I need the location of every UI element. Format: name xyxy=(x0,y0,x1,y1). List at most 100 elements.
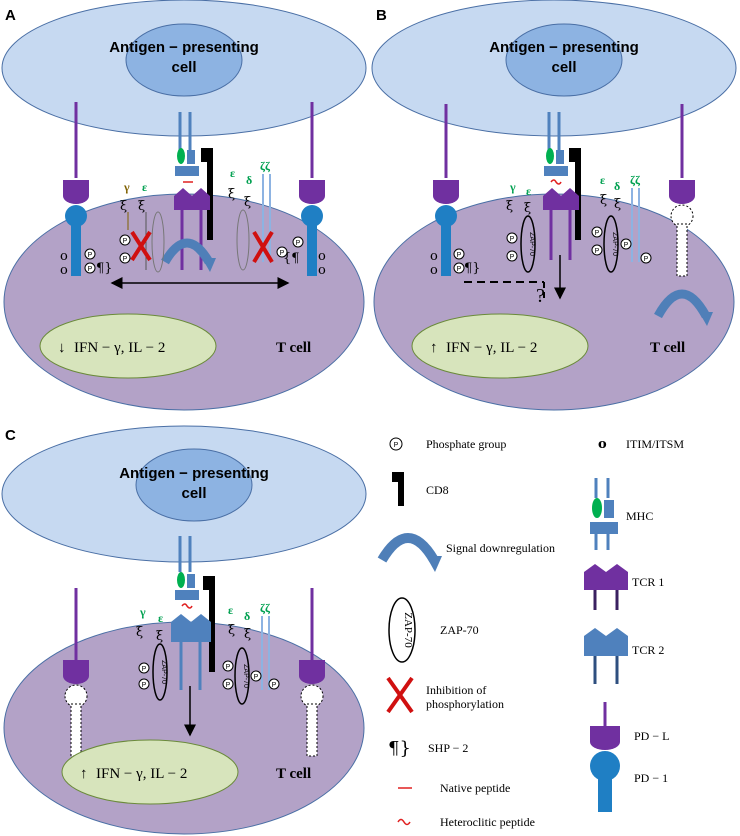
itim-motif: o xyxy=(60,263,68,278)
signal-downregulation-icon xyxy=(161,238,213,265)
zap70-icon xyxy=(151,211,165,273)
phosphate-p: P xyxy=(624,242,629,249)
zap70-label: ZAP-70 xyxy=(528,232,535,256)
t-cell-label: T cell xyxy=(650,340,685,356)
zeta-chain-label: ζζ xyxy=(260,601,271,615)
legend-tcr2: TCR 2 xyxy=(632,643,664,657)
tcr1-icon xyxy=(584,564,628,590)
legend-mhc: MHC xyxy=(626,509,653,523)
phosphate-p: P xyxy=(394,442,399,449)
legend-inhibition-2: phosphorylation xyxy=(426,697,504,711)
pd1-head xyxy=(65,205,87,227)
itim-motif: o xyxy=(318,263,326,278)
apc-title-line1: Antigen − presenting xyxy=(109,39,259,56)
phosphate-p: P xyxy=(457,252,462,259)
epsilon-chain-label: ε xyxy=(158,611,163,625)
phosphate-p: P xyxy=(510,236,515,243)
heteroclitic-peptide xyxy=(550,179,562,185)
epsilon-chain: ξ xyxy=(156,629,163,644)
legend-inhibition-1: Inhibition of xyxy=(426,683,486,697)
phosphate-icon xyxy=(84,248,96,260)
t-cell-nucleus xyxy=(61,739,239,805)
phosphate-p: P xyxy=(280,250,285,257)
panel-a-label: A xyxy=(5,7,16,24)
legend-native: Native peptide xyxy=(440,781,510,795)
gamma-chain-label: γ xyxy=(123,180,130,194)
zap70-icon xyxy=(152,643,168,701)
epsilon-chain-label: ε xyxy=(526,184,531,198)
itim-motif: o xyxy=(598,437,607,452)
phosphate-icon xyxy=(119,234,131,246)
nucleus-arrow: ↑ xyxy=(430,340,438,356)
apc-title-line2: cell xyxy=(551,59,576,76)
nucleus-arrow: ↑ xyxy=(80,766,88,782)
heteroclitic-peptide xyxy=(181,603,193,609)
pd1-icon xyxy=(590,751,620,781)
pdl-head xyxy=(63,660,89,684)
phosphate-p: P xyxy=(142,682,147,689)
gamma-chain-label: γ xyxy=(139,605,146,619)
epsilon-chain-label: ε xyxy=(142,180,147,194)
nucleus-arrow: ↓ xyxy=(58,340,66,356)
phosphate-icon xyxy=(640,252,652,264)
zap70-label: ZAP-70 xyxy=(160,660,167,684)
legend-pdl: PD − L xyxy=(634,729,669,743)
panel-a: A Antigen − presenting cell o o o o P P … xyxy=(1,0,367,411)
inhibition-x-icon xyxy=(252,230,274,264)
legend-shp2: SHP − 2 xyxy=(428,741,468,755)
epsilon-chain-label: ε xyxy=(230,166,235,180)
tcr2-icon xyxy=(584,628,628,656)
phosphate-icon xyxy=(620,238,632,250)
pdl-head xyxy=(299,180,325,204)
epsilon-chain-label: ε xyxy=(228,603,233,617)
legend-phosphate: Phosphate group xyxy=(426,437,506,451)
epsilon-chain: ξ xyxy=(228,623,235,638)
tcr2-icon xyxy=(171,614,211,642)
legend-tcr1: TCR 1 xyxy=(632,575,664,589)
delta-chain-label: δ xyxy=(244,609,250,623)
t-cell-label: T cell xyxy=(276,340,311,356)
heteroclitic-peptide xyxy=(397,818,411,826)
legend-zap70: ZAP-70 xyxy=(440,623,479,637)
pdl-head xyxy=(63,180,89,204)
zap70-label: ZAP-70 xyxy=(242,664,249,688)
phosphate-p: P xyxy=(296,240,301,247)
phosphate-p: P xyxy=(226,682,231,689)
pd1-head xyxy=(301,205,323,227)
epsilon-chain: ξ xyxy=(228,187,235,202)
phosphate-icon xyxy=(506,250,518,262)
shp2-icon: {¶ xyxy=(283,251,300,266)
phosphate-icon xyxy=(250,670,262,682)
legend-downreg: Signal downregulation xyxy=(446,541,555,555)
phosphate-icon xyxy=(138,662,150,674)
gamma-chain-label: γ xyxy=(509,180,516,194)
phosphate-p: P xyxy=(142,666,147,673)
phosphate-icon xyxy=(119,252,131,264)
zap70-icon xyxy=(234,647,250,705)
zeta-chain-label: ζζ xyxy=(260,159,271,173)
phosphate-icon xyxy=(453,248,465,260)
pdl-icon xyxy=(590,726,620,750)
inhibition-x-icon xyxy=(386,676,414,714)
phosphate-p: P xyxy=(457,266,462,273)
zeta-chain-label: ζζ xyxy=(630,173,641,187)
apc-nucleus xyxy=(125,23,243,97)
delta-chain: ξ xyxy=(244,627,251,642)
question-mark: ? xyxy=(536,285,545,307)
delta-chain-label: δ xyxy=(614,179,620,193)
epsilon-chain: ξ xyxy=(600,193,607,208)
tcr1-icon xyxy=(543,188,579,210)
cytokine-text: IFN − γ, IL − 2 xyxy=(96,766,187,782)
pd1-unbound-stem xyxy=(676,223,688,277)
phosphate-p: P xyxy=(88,266,93,273)
phosphate-p: P xyxy=(123,238,128,245)
phosphate-p: P xyxy=(272,682,277,689)
apc-title-line2: cell xyxy=(171,59,196,76)
zap70-icon xyxy=(603,215,619,273)
delta-chain: ξ xyxy=(244,195,251,210)
delta-chain: ξ xyxy=(614,197,621,212)
epsilon-chain: ξ xyxy=(524,201,531,216)
zap70-icon xyxy=(388,597,416,663)
pdl-head xyxy=(669,180,695,204)
